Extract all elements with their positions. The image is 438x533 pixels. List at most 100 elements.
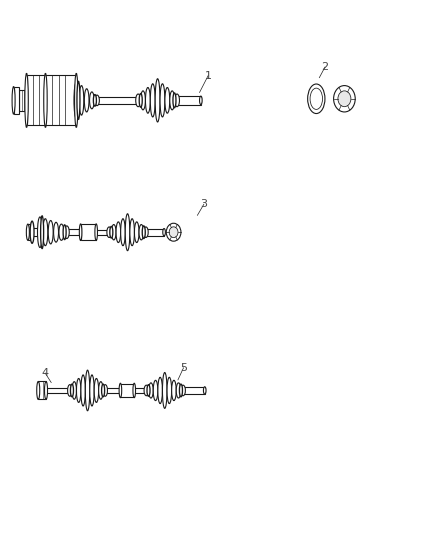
Ellipse shape — [102, 384, 105, 397]
Text: 4: 4 — [42, 368, 49, 378]
Ellipse shape — [144, 385, 148, 395]
Ellipse shape — [71, 384, 74, 397]
Ellipse shape — [150, 84, 155, 117]
Ellipse shape — [200, 96, 202, 104]
Ellipse shape — [79, 224, 82, 240]
Ellipse shape — [141, 91, 145, 110]
Circle shape — [166, 223, 181, 241]
Ellipse shape — [89, 92, 94, 109]
Ellipse shape — [116, 222, 120, 243]
Ellipse shape — [95, 95, 99, 106]
Bar — [177, 96, 201, 104]
Ellipse shape — [59, 224, 64, 240]
Circle shape — [338, 91, 351, 107]
Ellipse shape — [307, 84, 325, 114]
Ellipse shape — [43, 219, 48, 246]
Ellipse shape — [64, 226, 69, 239]
Ellipse shape — [144, 227, 148, 238]
Bar — [134, 388, 146, 393]
Ellipse shape — [110, 227, 113, 238]
Ellipse shape — [67, 385, 72, 396]
Bar — [67, 229, 81, 236]
Bar — [14, 86, 19, 114]
Ellipse shape — [79, 86, 84, 115]
Ellipse shape — [125, 214, 130, 251]
Ellipse shape — [72, 382, 77, 399]
Text: 5: 5 — [180, 363, 187, 373]
Ellipse shape — [147, 385, 150, 396]
Ellipse shape — [165, 87, 170, 113]
Ellipse shape — [176, 383, 181, 398]
Ellipse shape — [134, 222, 139, 243]
Ellipse shape — [90, 375, 94, 406]
Bar — [46, 388, 70, 393]
Ellipse shape — [175, 94, 180, 107]
Ellipse shape — [180, 384, 183, 397]
Bar — [28, 224, 32, 240]
Ellipse shape — [107, 227, 111, 238]
Ellipse shape — [103, 385, 107, 396]
Ellipse shape — [172, 381, 176, 401]
Ellipse shape — [95, 224, 98, 240]
Ellipse shape — [25, 74, 28, 127]
Ellipse shape — [81, 375, 85, 406]
Circle shape — [169, 227, 178, 238]
Ellipse shape — [74, 83, 78, 118]
Ellipse shape — [37, 382, 40, 399]
Ellipse shape — [45, 382, 48, 399]
Ellipse shape — [139, 224, 144, 240]
Bar — [105, 387, 120, 393]
Ellipse shape — [173, 93, 176, 108]
Ellipse shape — [94, 378, 99, 402]
Ellipse shape — [158, 377, 162, 403]
Ellipse shape — [77, 82, 80, 119]
Ellipse shape — [310, 88, 322, 109]
Bar — [81, 224, 96, 240]
Ellipse shape — [38, 217, 42, 247]
Bar — [32, 228, 40, 236]
Ellipse shape — [155, 79, 160, 122]
Bar — [19, 90, 27, 111]
Ellipse shape — [53, 222, 59, 242]
Bar — [97, 97, 138, 103]
Ellipse shape — [148, 383, 153, 398]
Text: 2: 2 — [321, 62, 328, 72]
Ellipse shape — [119, 383, 122, 398]
Ellipse shape — [181, 385, 185, 395]
Bar — [183, 387, 205, 394]
Ellipse shape — [30, 221, 34, 243]
Ellipse shape — [12, 86, 15, 114]
Text: 1: 1 — [205, 70, 212, 80]
Bar — [120, 384, 134, 397]
Text: 3: 3 — [200, 199, 207, 209]
Ellipse shape — [162, 373, 167, 408]
Ellipse shape — [77, 378, 81, 402]
Ellipse shape — [142, 226, 145, 239]
Ellipse shape — [44, 74, 47, 127]
Ellipse shape — [163, 229, 166, 236]
Ellipse shape — [63, 225, 66, 240]
Circle shape — [334, 86, 355, 112]
Ellipse shape — [136, 94, 141, 107]
Ellipse shape — [85, 370, 90, 411]
Ellipse shape — [133, 383, 135, 398]
Ellipse shape — [160, 84, 165, 117]
Ellipse shape — [41, 216, 44, 248]
Ellipse shape — [153, 381, 158, 401]
Ellipse shape — [170, 91, 175, 110]
Ellipse shape — [85, 89, 89, 112]
Ellipse shape — [120, 219, 125, 246]
Ellipse shape — [130, 219, 134, 246]
Ellipse shape — [93, 94, 96, 106]
Bar — [146, 229, 164, 236]
Bar — [38, 382, 46, 399]
Ellipse shape — [48, 221, 53, 244]
Ellipse shape — [112, 224, 116, 240]
Ellipse shape — [26, 224, 29, 240]
Ellipse shape — [99, 382, 103, 399]
Ellipse shape — [139, 93, 142, 107]
Bar — [27, 75, 76, 125]
Ellipse shape — [145, 87, 150, 113]
Bar — [96, 230, 109, 235]
Ellipse shape — [167, 377, 172, 403]
